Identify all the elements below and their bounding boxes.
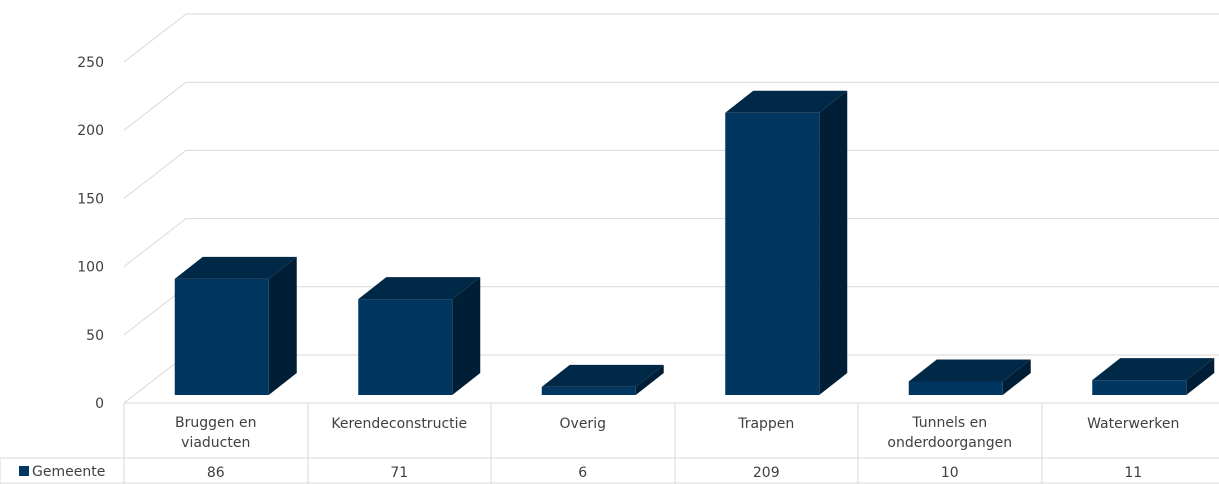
bar: [908, 359, 1031, 395]
bar-front: [358, 299, 453, 395]
grid: [123, 13, 1219, 404]
bar-side: [1186, 358, 1215, 395]
bar-top: [908, 359, 1031, 382]
bar: [541, 364, 664, 395]
y-axis-ticks: 0 50 100 150 200 250: [77, 55, 104, 412]
y-tick-label: 100: [77, 260, 104, 276]
legend-label: Gemeente: [32, 464, 105, 480]
bar-side: [452, 277, 481, 395]
bar-top: [725, 90, 848, 113]
gridline-diagonal: [123, 150, 187, 199]
bar-side: [268, 256, 297, 395]
data-label: 71: [390, 465, 408, 481]
data-label: 86: [207, 465, 225, 481]
data-label: 11: [1124, 465, 1142, 481]
category-label: Kerendeconstructie: [331, 416, 467, 432]
y-tick-label: 150: [77, 191, 104, 207]
bar-top: [541, 364, 664, 387]
bars: [174, 90, 1215, 396]
bar: [1092, 358, 1215, 395]
bar-top: [1092, 358, 1215, 381]
y-tick-label: 250: [77, 55, 104, 71]
bar-front: [1092, 380, 1187, 395]
category-label: Waterwerken: [1087, 416, 1179, 432]
gridline-diagonal: [123, 13, 187, 63]
bar-front: [908, 381, 1003, 395]
data-table: Bruggen en viaducten 86 Kerendeconstructie 7…: [0, 403, 1219, 484]
gridline-diagonal: [123, 81, 187, 131]
category-label: Overig: [560, 416, 606, 432]
bar: [725, 90, 848, 396]
gridline-diagonal: [123, 218, 187, 267]
y-tick-label: 200: [77, 123, 104, 139]
data-label: 10: [941, 465, 959, 481]
bar-top: [174, 256, 297, 279]
bar-front: [725, 112, 820, 396]
bar-side: [819, 90, 848, 396]
bar-front: [541, 386, 636, 395]
bar-side: [635, 364, 664, 395]
category-label: Tunnels en onderdoorgangen: [887, 415, 1012, 451]
legend-swatch: [19, 466, 29, 476]
bar-top: [358, 277, 481, 300]
bar: [358, 277, 481, 395]
y-tick-label: 0: [95, 396, 104, 412]
category-label: Trappen: [737, 416, 794, 432]
y-tick-label: 50: [86, 328, 104, 344]
bar-front: [174, 278, 269, 395]
data-label: 209: [753, 465, 780, 481]
category-label: Bruggen en viaducten: [175, 415, 256, 451]
bar-side: [1002, 359, 1031, 395]
data-label: 6: [578, 465, 587, 481]
bar: [174, 256, 297, 395]
